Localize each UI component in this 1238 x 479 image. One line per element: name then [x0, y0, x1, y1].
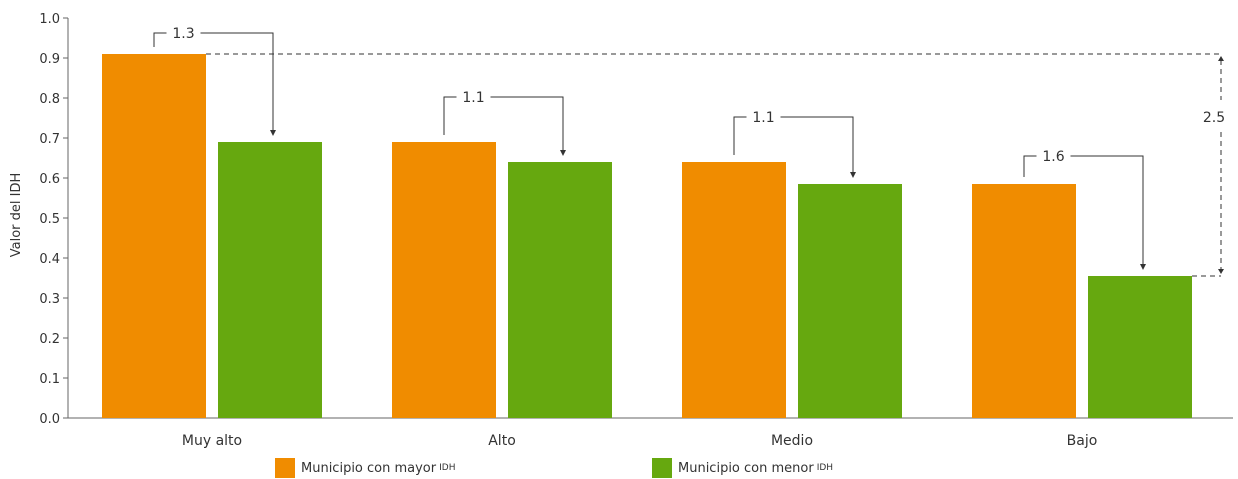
x-axis-categories: Muy alto Alto Medio Bajo — [182, 433, 1097, 449]
bar-mayor — [972, 184, 1076, 418]
legend-swatch-mayor — [275, 458, 295, 478]
y-tick-label: 0.8 — [39, 92, 60, 107]
bar-menor — [798, 184, 902, 418]
ratio-label: 1.1 — [462, 90, 484, 106]
y-tick-label: 0.5 — [39, 212, 60, 227]
legend-label-mayor: Municipio con mayor — [301, 460, 437, 476]
arrow-head — [270, 130, 276, 136]
overall-ratio-label: 2.5 — [1203, 110, 1225, 126]
x-tick-label: Bajo — [1067, 433, 1098, 449]
legend-item-menor: Municipio con menor IDH — [652, 458, 833, 478]
bar-menor — [508, 162, 612, 418]
arrow-head — [850, 172, 856, 178]
arrow-head — [1218, 269, 1224, 274]
y-tick-label: 0.6 — [39, 172, 60, 187]
arrow-head — [560, 150, 566, 156]
ratio-bracket-left — [153, 32, 167, 47]
arrow-head — [1140, 264, 1146, 270]
y-tick-label: 0.1 — [39, 372, 60, 387]
bar-menor — [1088, 276, 1192, 418]
ratio-bracket-right — [780, 116, 854, 172]
ratio-bracket-right — [1070, 155, 1144, 264]
ratio-label: 1.6 — [1042, 149, 1064, 165]
y-tick-label: 0.4 — [39, 252, 60, 267]
ratio-label: 1.3 — [172, 26, 194, 42]
bar-mayor — [102, 54, 206, 418]
y-tick-label: 0.2 — [39, 332, 60, 347]
y-axis: 0.0 0.1 0.2 0.3 0.4 0.5 0.6 0.7 0.8 0.9 1.0 — [39, 12, 68, 427]
ratio-bracket-right — [200, 32, 274, 130]
ratio-bracket-left — [1023, 155, 1037, 177]
legend-item-mayor: Municipio con mayor IDH — [275, 458, 455, 478]
bar-menor — [218, 142, 322, 418]
legend-label-menor: Municipio con menor — [678, 460, 814, 476]
x-tick-label: Muy alto — [182, 433, 242, 449]
y-tick-label: 0.0 — [39, 412, 60, 427]
bar-mayor — [392, 142, 496, 418]
y-tick-label: 1.0 — [39, 12, 60, 27]
bar-chart: Valor del IDH 0.00.10.20.30.40.50.60.70.… — [9, 12, 1233, 449]
y-tick-label: 0.9 — [39, 52, 60, 67]
annotations-group: 1.3 1.1 1.1 1.6 2.5 — [153, 26, 1225, 277]
legend-label-mayor-suffix: IDH — [439, 463, 456, 473]
ratio-bracket-left — [733, 116, 747, 155]
ratio-label: 1.1 — [752, 110, 774, 126]
ratio-bracket-right — [490, 96, 564, 150]
y-axis-label: Valor del IDH — [9, 173, 24, 258]
y-tick-label: 0.3 — [39, 292, 60, 307]
bar-mayor — [682, 162, 786, 418]
legend-swatch-menor — [652, 458, 672, 478]
x-tick-label: Alto — [488, 433, 516, 449]
legend-label-menor-suffix: IDH — [816, 463, 834, 473]
ratio-bracket-left — [443, 96, 457, 135]
arrow-head — [1218, 56, 1224, 61]
y-tick-label: 0.7 — [39, 132, 60, 147]
x-tick-label: Medio — [771, 433, 813, 449]
bars-group — [102, 54, 1192, 418]
